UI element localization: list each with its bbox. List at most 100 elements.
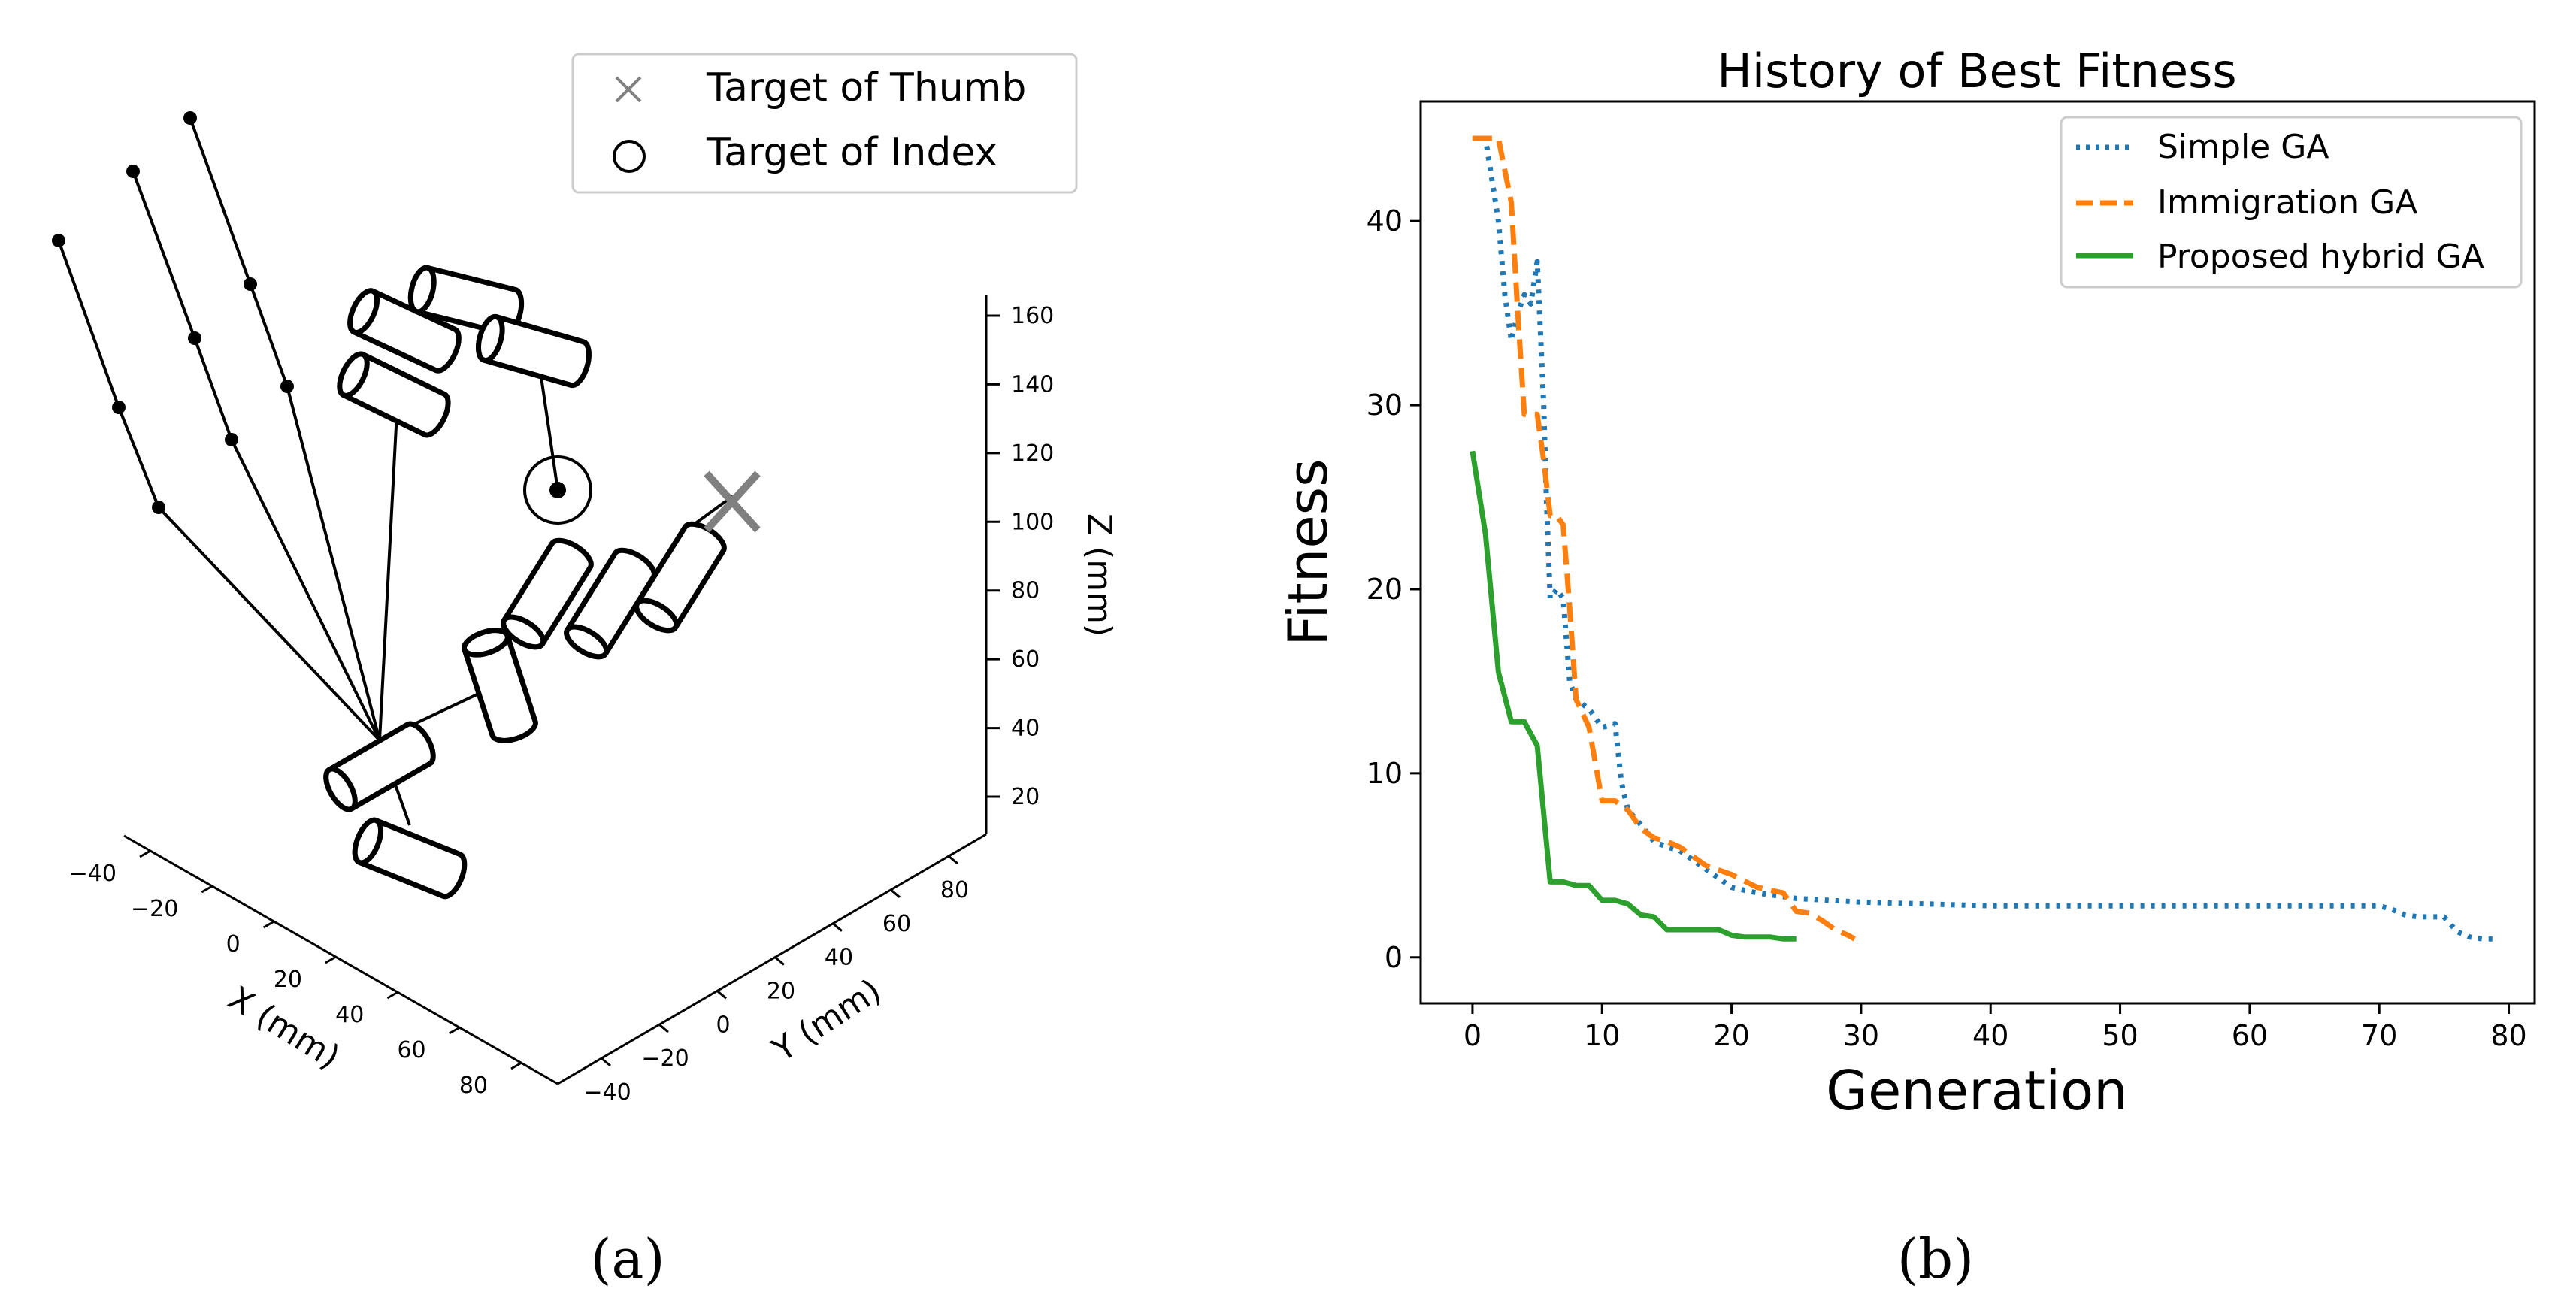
cylinder-actuator [501, 537, 594, 650]
cylinder-end [407, 265, 437, 315]
x-axis-line [123, 834, 558, 1085]
legend-x-marker [615, 76, 642, 103]
y-tick-label: 20 [767, 979, 795, 1005]
y-tick-label: 20 [1367, 573, 1403, 606]
z-axis-label: Z (mm) [1080, 513, 1118, 637]
y-axis-ticks: −40 −20 0 20 40 60 80 [583, 855, 969, 1106]
x-tick-label: 60 [2232, 1019, 2268, 1052]
link-line [538, 366, 559, 491]
link-line [690, 495, 734, 528]
y-tick-label: 60 [882, 911, 911, 937]
z-tick-label: 80 [1011, 578, 1040, 604]
x-tick-mark [386, 991, 399, 1000]
legend-x-stroke [615, 76, 642, 103]
cylinder-actuator [352, 817, 468, 900]
x-axis-label: X (mm) [222, 979, 347, 1077]
legend-a-box [571, 53, 1078, 194]
panel-b-line-chart: History of Best Fitness 0 10 20 30 40 50 60 70 8… [1276, 44, 2536, 1290]
axes-3d-frame [123, 295, 988, 1085]
thumb-chain-1 [57, 240, 381, 742]
x-tick-mark [510, 1061, 522, 1070]
caption-b: (b) [1897, 1227, 1974, 1290]
thumb-joints [52, 111, 294, 514]
cylinder-end [323, 766, 358, 812]
cylinder-actuator [462, 628, 538, 743]
y-tick-mark [716, 990, 727, 1000]
cylinder-end [501, 614, 546, 650]
x-axis-label: Generation [1826, 1059, 2128, 1122]
y-tick-label: 0 [716, 1012, 730, 1038]
series-simple-ga [1472, 135, 2496, 942]
x-tick-label: 80 [2490, 1019, 2526, 1052]
z-tick-label: 120 [1011, 440, 1054, 467]
y-tick-label: 30 [1367, 389, 1403, 422]
y-tick-label: −40 [583, 1079, 631, 1106]
y-tick-mark [948, 855, 958, 865]
legend-b: Simple GA Immigration GA Proposed hybrid… [2060, 116, 2523, 289]
y-tick-label: 40 [825, 945, 853, 971]
thumb-target-stroke [704, 470, 761, 533]
y-tick-label: −20 [641, 1045, 689, 1072]
caption-a: (a) [590, 1227, 664, 1290]
thumb-chain-3 [189, 117, 381, 741]
x-tick-label: 0 [226, 931, 241, 958]
z-tick-label: 140 [1011, 371, 1054, 398]
legend-a: Target of Thumb Target of Index [571, 53, 1078, 194]
legend-circle-marker [613, 140, 646, 173]
legend-entry-thumb: Target of Thumb [706, 65, 1026, 110]
legend-entry-index: Target of Index [706, 130, 997, 175]
y-axis-label: Fitness [1276, 458, 1339, 646]
y-tick-label: 40 [1367, 204, 1403, 238]
index-target-circle [523, 455, 592, 525]
z-tick-label: 160 [1011, 303, 1054, 329]
x-tick-label: −20 [131, 896, 178, 922]
joint-dot [244, 277, 257, 291]
x-tick-label: 20 [274, 967, 302, 993]
x-tick-label: 50 [2102, 1019, 2138, 1052]
series-lines [1470, 135, 2496, 942]
plot-frame [1419, 100, 2536, 1005]
index-target-dot [549, 482, 566, 498]
cylinder-end [337, 351, 370, 398]
y-tick-mark [774, 956, 785, 966]
y-axis-line [557, 833, 987, 1085]
x-tick-label: 10 [1584, 1019, 1620, 1052]
x-tick-mark [325, 955, 337, 964]
legend-entry-immigration-ga: Immigration GA [2157, 183, 2417, 222]
y-tick-label: 0 [1385, 941, 1403, 974]
y-tick-mark [890, 888, 901, 898]
chart-title: History of Best Fitness [1717, 44, 2236, 98]
y-tick-mark [832, 922, 843, 932]
z-tick-label: 20 [1011, 784, 1040, 810]
x-tick-label: 30 [1843, 1019, 1879, 1052]
series-immigration-ga [1472, 135, 1857, 942]
cylinders [323, 265, 727, 900]
z-tick-label: 60 [1011, 646, 1040, 673]
x-tick-label: 20 [1713, 1019, 1749, 1052]
joint-dot [52, 234, 65, 247]
x-tick-mark [262, 920, 275, 929]
cylinder-actuator [476, 313, 592, 389]
link-line [378, 411, 398, 741]
legend-entry-simple-ga: Simple GA [2157, 128, 2329, 166]
x-tick-label: 60 [397, 1037, 425, 1063]
z-axis-ticks: 20 40 60 80 100 120 140 160 [986, 303, 1054, 810]
cylinder-actuator [347, 288, 462, 374]
joint-dot [183, 111, 197, 125]
x-axis-ticks: −40 −20 0 20 40 60 80 [69, 849, 522, 1099]
cylinder-end [564, 624, 610, 660]
z-tick-label: 100 [1011, 509, 1054, 535]
cylinder-actuator [323, 721, 436, 812]
y-tick-label: 80 [940, 877, 969, 903]
x-tick-mark [448, 1026, 461, 1035]
legend-b-box [2060, 116, 2523, 289]
joint-dot [152, 501, 165, 514]
panel-a-3d-plot: 20 40 60 80 100 120 140 160 −40 −20 0 20 40 60 80 −40… [52, 53, 1118, 1290]
cylinder-end [634, 598, 680, 634]
joint-dot [188, 331, 201, 345]
x-tick-label: 0 [1464, 1019, 1482, 1052]
index-target [523, 455, 592, 525]
x-tick-label: 80 [459, 1073, 488, 1099]
cylinder-end [347, 288, 380, 335]
